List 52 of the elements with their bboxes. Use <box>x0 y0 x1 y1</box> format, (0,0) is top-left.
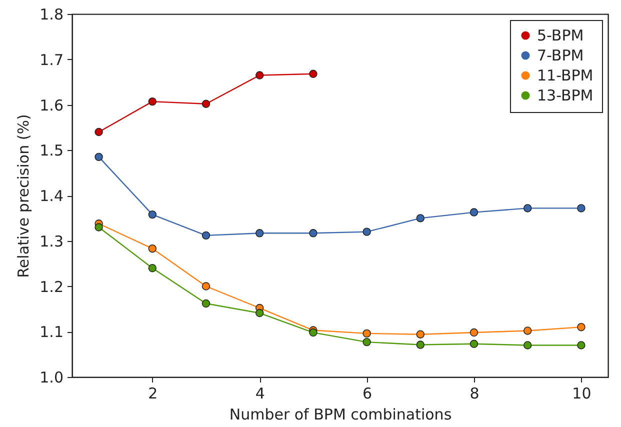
y-tick-label: 1.5 <box>40 142 64 160</box>
point <box>94 223 103 232</box>
point <box>362 329 371 338</box>
point <box>577 322 586 332</box>
point <box>255 229 264 238</box>
point <box>523 204 532 212</box>
point <box>416 340 425 349</box>
legend-label: 5-BPM <box>537 26 584 44</box>
point <box>309 328 318 337</box>
point <box>416 330 425 338</box>
point <box>148 264 157 272</box>
point <box>255 71 264 80</box>
point <box>362 228 371 236</box>
point <box>148 244 157 253</box>
y-tick-label: 1.8 <box>40 6 64 24</box>
y-tick-label: 1.2 <box>40 278 64 296</box>
point <box>362 338 371 346</box>
legend-label: 7-BPM <box>537 46 584 64</box>
point <box>202 100 210 108</box>
point <box>523 341 532 350</box>
point <box>523 326 532 335</box>
y-tick-label: 1.7 <box>40 50 64 69</box>
x-tick-label: 4 <box>255 384 265 402</box>
y-axis-title: Relative precision (%) <box>14 114 33 278</box>
point <box>202 231 210 240</box>
x-tick-label: 10 <box>572 384 592 402</box>
legend-label: 11-BPM <box>537 66 594 84</box>
point <box>202 282 210 290</box>
x-tick-label: 2 <box>148 384 158 402</box>
y-tick-label: 1.1 <box>40 323 64 342</box>
y-tick-label: 1.4 <box>40 187 64 205</box>
point <box>309 229 318 238</box>
y-tick-label: 1.0 <box>40 368 64 386</box>
point <box>255 308 264 318</box>
point <box>94 128 103 136</box>
point <box>470 340 478 348</box>
point <box>577 341 586 350</box>
legend-label: 13-BPM <box>537 86 594 104</box>
x-tick-label: 8 <box>470 384 480 402</box>
point <box>148 97 157 106</box>
point <box>577 204 586 212</box>
point <box>94 152 103 162</box>
point <box>202 299 210 308</box>
y-tick-label: 1.6 <box>40 96 64 114</box>
x-tick-label: 6 <box>362 384 372 402</box>
point <box>416 214 425 222</box>
point <box>309 70 318 78</box>
y-tick-label: 1.3 <box>40 232 64 250</box>
point <box>470 328 478 337</box>
point <box>470 208 478 216</box>
point <box>148 210 157 219</box>
x-axis-title: Number of BPM combinations <box>229 406 452 424</box>
